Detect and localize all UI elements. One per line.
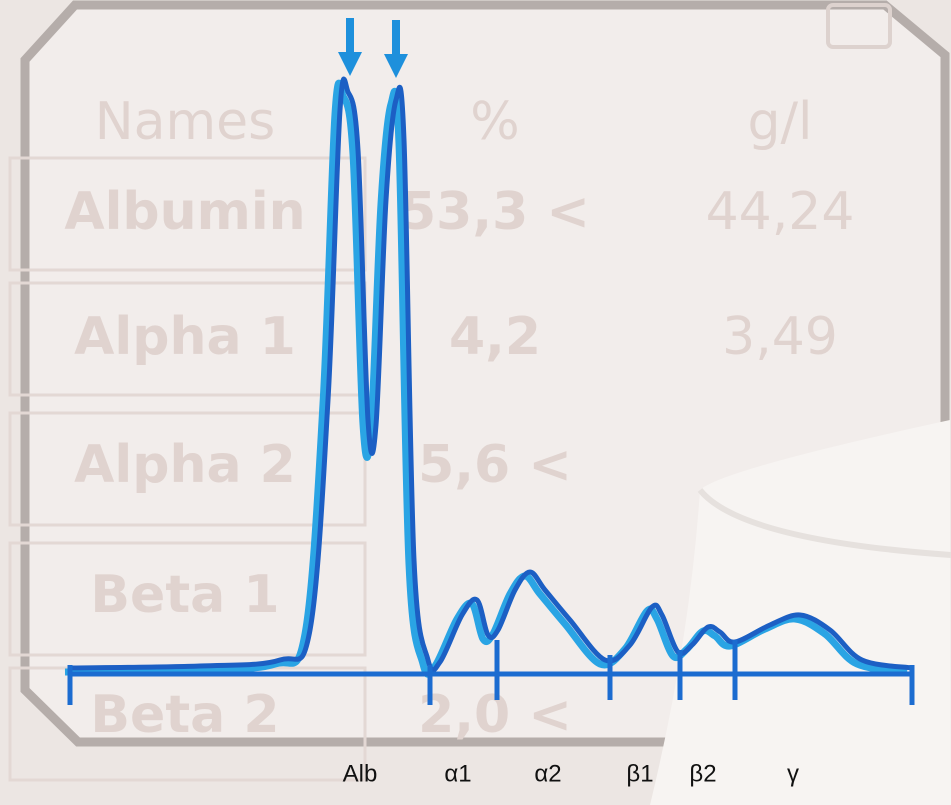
icon: [826, 3, 892, 49]
cell: 53,3 <: [400, 182, 590, 242]
cell: 5,6 <: [418, 435, 572, 495]
cell: Beta 2: [90, 685, 279, 745]
cell: 3,49: [722, 307, 838, 367]
fraction-label: β1: [626, 760, 653, 787]
header-cell: g/l: [748, 92, 813, 152]
cell: 44,24: [706, 182, 855, 242]
cell: Alpha 2: [74, 435, 296, 495]
fraction-label: α2: [534, 760, 561, 787]
cell: 4,2: [449, 307, 541, 367]
curves: [64, 76, 913, 678]
table: Names% g/l Albumin 53,3 < 44,24 Alpha 1 4,2 3,4…: [64, 92, 854, 745]
cell: Alpha 1: [74, 307, 296, 367]
curve-dark: [69, 76, 913, 673]
cup-rim: [697, 488, 951, 558]
arrows: [338, 18, 408, 78]
fraction-label: α1: [444, 760, 471, 787]
fraction-label: γ: [787, 760, 799, 787]
cell: Beta 1: [90, 565, 279, 625]
header-cell: %: [470, 92, 519, 152]
header-cell: Names: [95, 92, 276, 152]
fraction-labels: Alb α1 α2 β1 β2 γ: [343, 760, 799, 787]
cup: [650, 420, 951, 805]
cell: Albumin: [64, 182, 305, 242]
fraction-label: β2: [689, 760, 716, 787]
fraction-label: Alb: [343, 760, 378, 787]
baseline: [67, 640, 915, 705]
